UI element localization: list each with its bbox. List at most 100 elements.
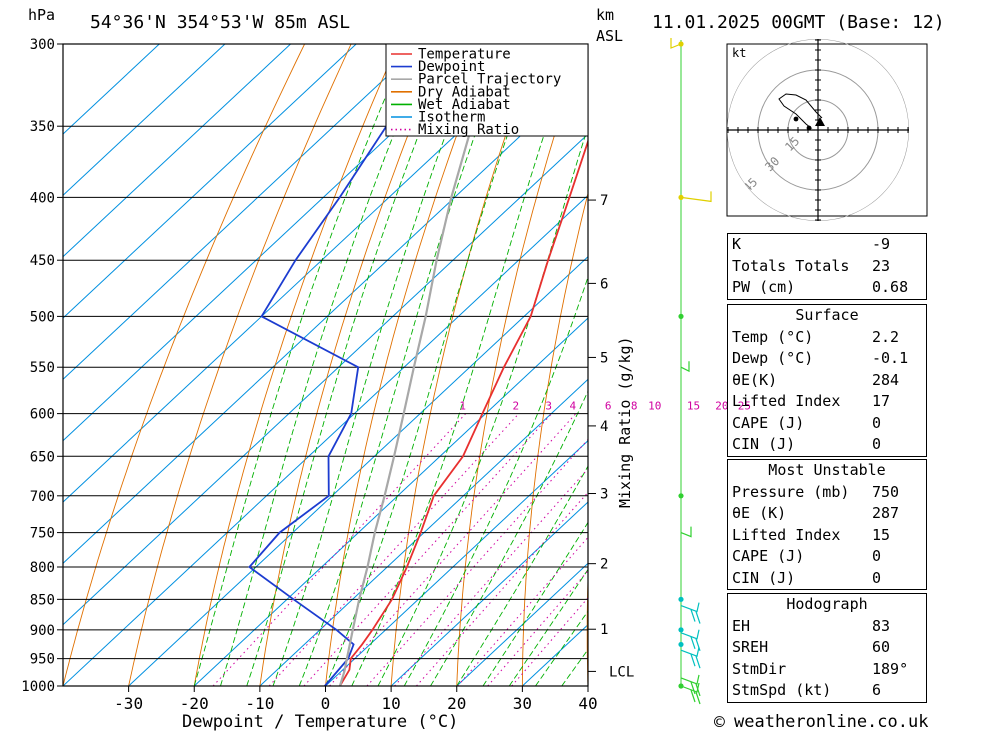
wind-barb-feather — [690, 689, 696, 703]
mixing-ratio-line — [366, 438, 588, 686]
index-value: -9 — [872, 235, 891, 253]
mu-value: 15 — [872, 525, 891, 544]
isotherm-line — [325, 439, 588, 686]
mixing-ratio-label: 1 — [459, 400, 466, 413]
pressure-tick-label: 450 — [30, 253, 55, 269]
mixing-ratio-line — [212, 413, 467, 686]
wind-profile — [670, 38, 712, 705]
hodograph-ring-label: 45 — [740, 175, 760, 195]
isotherm-line — [63, 194, 588, 686]
surface-key: Lifted Index — [732, 392, 841, 410]
hodo-key: EH — [732, 616, 751, 635]
surface-value: -0.1 — [872, 349, 909, 367]
isotherm-line — [63, 44, 554, 503]
hodograph-table: Hodograph EH 83 SREH 60 StmDir 189° StmSpd … — [727, 593, 927, 703]
index-value: 0.68 — [872, 278, 909, 296]
dry-adiabat-line — [650, 44, 723, 686]
height-tick-label: 2 — [600, 557, 608, 573]
isotherm-line — [63, 44, 160, 135]
height-tick-label: LCL — [609, 664, 634, 680]
wind-level-dot — [678, 596, 684, 602]
hodograph-ring-label: 15 — [782, 134, 802, 154]
wet-adiabat-line — [246, 44, 456, 686]
mu-key: CIN (J) — [732, 568, 796, 587]
storm-motion-marker — [815, 117, 825, 126]
isotherm-line — [63, 44, 488, 442]
hodograph-point — [806, 125, 812, 131]
isotherm-line — [128, 255, 588, 686]
pressure-tick-label: 950 — [30, 652, 55, 668]
mixing-ratio-line — [457, 536, 588, 686]
mixing-ratio-label: 6 — [605, 400, 612, 413]
hodo-key: SREH — [732, 638, 769, 656]
mu-value: 750 — [872, 482, 900, 501]
temperature-axis: -30 -20 -10 0 10 20 30 40 — [114, 686, 598, 713]
hodo-key: StmDir — [732, 659, 787, 678]
isotherm-line — [390, 501, 588, 686]
temperature-profile — [339, 138, 588, 686]
isotherm-line — [63, 71, 588, 565]
legend-label: Dewpoint — [418, 59, 485, 75]
wind-barb — [680, 191, 712, 203]
height-tick-label: 4 — [600, 419, 608, 435]
wind-level-dot — [678, 627, 684, 633]
height-axis: 7 6 5 4 3 2 1 LCL — [588, 193, 634, 680]
copyright-icon: © — [714, 712, 725, 733]
pressure-tick-label: 1000 — [21, 679, 55, 695]
mixing-ratio-line — [511, 597, 588, 686]
surface-title: Surface — [795, 306, 859, 324]
dry-adiabat-line — [456, 44, 585, 686]
surface-value: 284 — [872, 370, 900, 389]
wind-barb-feather — [695, 655, 701, 669]
mixing-ratio-label: 8 — [631, 400, 638, 413]
most-unstable-title: Most Unstable — [768, 461, 886, 479]
dewpoint-profile — [248, 44, 515, 686]
indices-table: K -9 Totals Totals 23 PW (cm) 0.68 — [727, 233, 927, 300]
index-row-pw: PW (cm) 0.68 — [728, 277, 926, 299]
isotherm-line — [63, 133, 588, 626]
mixing-ratio-labels: 1 2 3 4 6 8 10 15 20 25 — [459, 400, 751, 413]
wet-adiabat-line — [272, 44, 481, 686]
surface-value: 0 — [872, 413, 882, 432]
x-axis-title: Dewpoint / Temperature (°C) — [182, 712, 458, 732]
surface-value: 0 — [872, 435, 882, 453]
legend-label: Isotherm — [418, 110, 485, 126]
index-row-k: K -9 — [728, 234, 926, 256]
pressure-tick-label: 900 — [30, 623, 55, 639]
dry-adiabat-line — [521, 191, 588, 686]
pressure-tick-label: 600 — [30, 407, 55, 423]
pressure-tick-label: 300 — [30, 37, 55, 53]
legend-label: Mixing Ratio — [418, 122, 519, 138]
legend-label: Temperature — [418, 47, 511, 63]
site-credit[interactable]: weatheronline.co.uk — [734, 712, 928, 732]
mixing-ratio-label: 3 — [545, 400, 552, 413]
pressure-tick-label: 850 — [30, 592, 55, 608]
height-tick-label: 1 — [600, 622, 608, 638]
index-key: Totals Totals — [732, 256, 850, 275]
wind-barb-feather — [690, 681, 696, 695]
pressure-tick-label: 400 — [30, 190, 55, 206]
isobar-lines — [63, 43, 588, 687]
mixing-ratio-label: 2 — [512, 400, 519, 413]
hodograph-trace — [778, 93, 823, 129]
wind-barb-feather — [690, 636, 696, 649]
wind-barb-feather — [690, 609, 696, 622]
temperature-tick-label: 10 — [381, 694, 400, 713]
height-tick-label: 6 — [600, 276, 608, 292]
wet-adiabat-line — [220, 44, 432, 686]
mixing-ratio-line — [416, 491, 588, 686]
mixing-ratio-label: 4 — [570, 400, 577, 413]
wind-barb-feather — [695, 638, 701, 651]
mixing-ratio-line — [394, 468, 588, 686]
dry-adiabat-line — [128, 44, 352, 686]
mixing-ratio-line — [487, 570, 588, 686]
index-row-totals: Totals Totals 23 — [728, 256, 926, 278]
wind-barb — [680, 682, 700, 693]
height-tick-label: 3 — [600, 487, 608, 503]
location-title: 54°36'N 354°53'W 85m ASL — [90, 12, 350, 33]
mu-key: Pressure (mb) — [732, 482, 850, 501]
legend-box — [385, 43, 589, 137]
hodograph-ring-label: 30 — [762, 154, 782, 174]
wind-level-dot — [678, 641, 684, 648]
